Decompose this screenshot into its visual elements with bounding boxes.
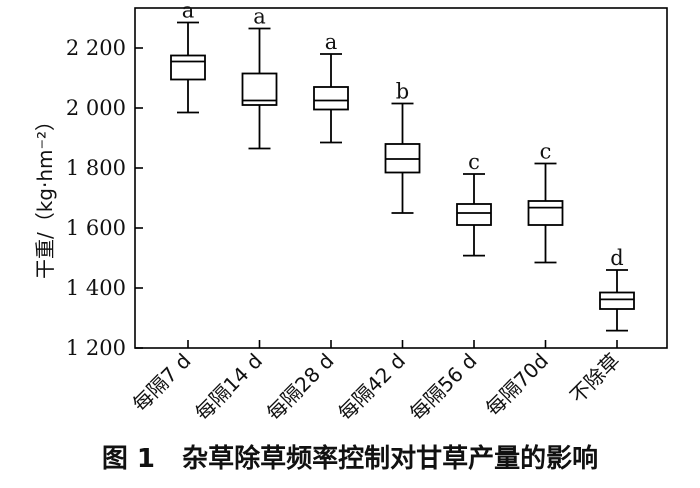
significance-letter: c — [468, 150, 480, 174]
y-axis-label: 干重/（kg·hm⁻²） — [33, 111, 57, 279]
iqr-box — [170, 54, 206, 81]
box-series: a a a b c c d — [170, 0, 635, 332]
iqr-box — [313, 86, 349, 111]
significance-letter: c — [540, 140, 552, 164]
significance-letter: b — [396, 80, 409, 104]
figure-caption: 图 1 杂草除草频率控制对甘草产量的影响 — [101, 444, 599, 474]
iqr-box — [527, 200, 564, 226]
box-1: a — [170, 0, 206, 114]
x-tick-label: 每隔28 d — [262, 349, 339, 426]
box-3: a — [313, 30, 349, 144]
x-tick-label: 每隔7 d — [128, 349, 196, 417]
box-5: c — [456, 150, 492, 257]
plot-frame — [134, 7, 668, 349]
box-6: c — [527, 140, 564, 264]
significance-letter: d — [610, 246, 623, 270]
significance-letter: a — [253, 5, 266, 29]
y-tick-label: 2 200 — [66, 36, 126, 60]
y-tick-label: 1 400 — [66, 276, 126, 300]
iqr-box — [456, 203, 492, 226]
y-tick-label: 1 200 — [66, 336, 126, 360]
x-tick-label: 每隔42 d — [333, 349, 410, 426]
x-tick-label: 每隔14 d — [190, 349, 267, 426]
significance-letter: a — [182, 0, 195, 23]
box-2: a — [241, 5, 278, 150]
box-7: d — [599, 246, 635, 332]
x-tick-label: 每隔56 d — [405, 349, 482, 426]
box-4: b — [384, 80, 421, 214]
significance-letter: a — [325, 30, 338, 54]
x-tick-label: 不除草 — [565, 349, 624, 408]
y-tick-label: 1 800 — [66, 156, 126, 180]
y-axis: 1 200 1 400 1 600 1 800 2 000 2 200 — [66, 36, 143, 360]
x-tick-label: 每隔70d — [481, 349, 553, 421]
y-tick-label: 1 600 — [66, 216, 126, 240]
y-tick-label: 2 000 — [66, 96, 126, 120]
iqr-box — [599, 291, 635, 310]
